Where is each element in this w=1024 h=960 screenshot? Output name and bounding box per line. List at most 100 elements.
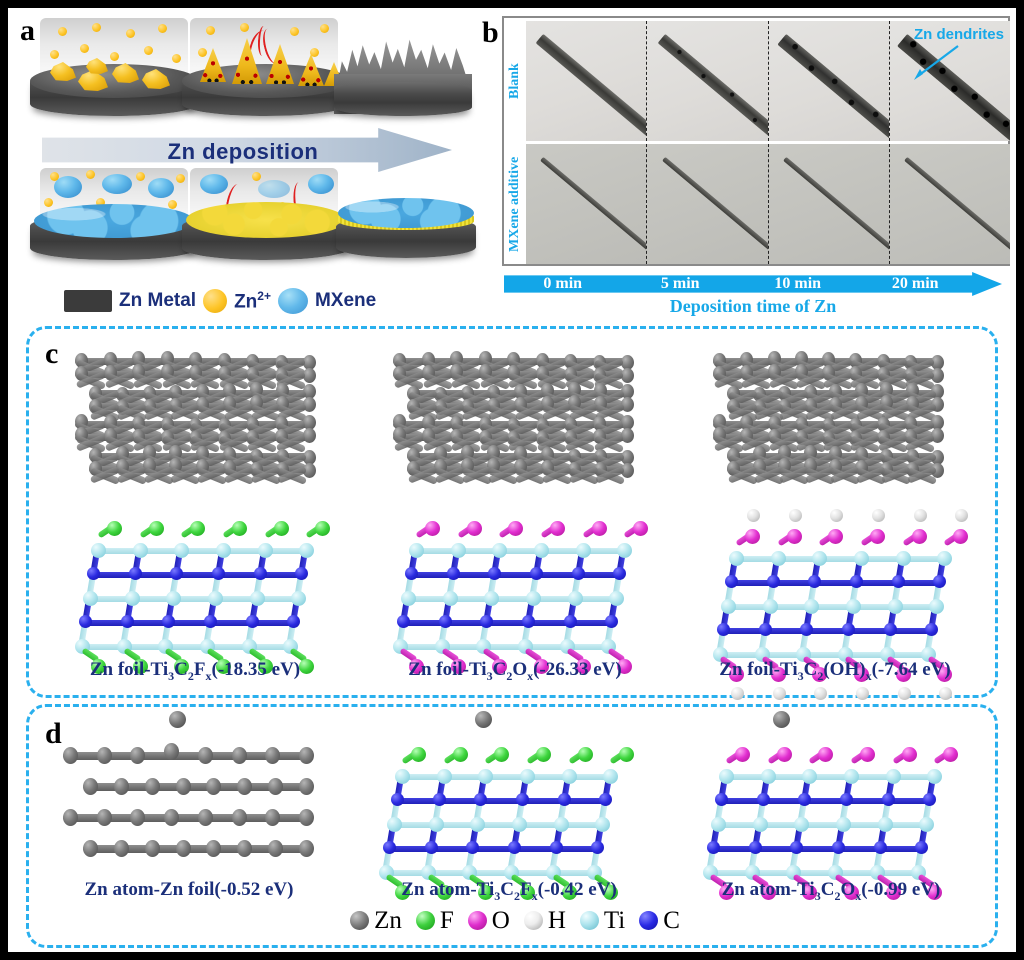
lattice-bond bbox=[442, 774, 488, 780]
termination-atom-o bbox=[719, 885, 734, 900]
zn-foil-slab bbox=[385, 347, 653, 507]
atom-legend-label: O bbox=[491, 906, 510, 934]
lattice-atom-c bbox=[832, 841, 845, 854]
termination-atom-o bbox=[802, 885, 818, 900]
o-ball-icon bbox=[467, 910, 487, 930]
lattice-atom-c bbox=[530, 567, 543, 580]
zn-atom bbox=[237, 840, 253, 857]
panel-d: d Zn atom-Zn foil(-0.52 eV) Zn atom-Ti3C… bbox=[26, 704, 998, 948]
lattice-atom-ti bbox=[729, 551, 744, 566]
lattice-atom-ti bbox=[762, 599, 778, 614]
panel-d-caption-1: Zn atom-Zn foil(-0.52 eV) bbox=[84, 879, 294, 900]
lattice-bond bbox=[210, 620, 255, 626]
lattice-bond bbox=[247, 644, 293, 650]
lattice-atom-c bbox=[613, 567, 627, 580]
termination-atom-oh bbox=[786, 529, 802, 544]
lattice-atom-ti bbox=[770, 551, 786, 566]
lattice-atom-c bbox=[424, 841, 438, 854]
mxene-lattice-f bbox=[59, 515, 349, 674]
lattice-atom-ti bbox=[436, 769, 452, 784]
lattice-bond bbox=[484, 774, 529, 780]
lattice-bond bbox=[802, 652, 847, 658]
termination-atom-o bbox=[633, 521, 649, 536]
lattice-atom-ti bbox=[719, 769, 734, 784]
termination-atom-o bbox=[534, 659, 549, 674]
lattice-atom-ti bbox=[846, 599, 861, 614]
lattice-atom-c bbox=[212, 567, 225, 580]
lattice-atom-ti bbox=[752, 817, 768, 832]
atom-legend-item-ti: Ti bbox=[579, 908, 625, 933]
lattice-bond bbox=[846, 798, 891, 804]
lattice-bond bbox=[438, 798, 484, 804]
lattice-atom-ti bbox=[760, 769, 776, 784]
lattice-bond bbox=[389, 846, 434, 852]
zn-atom bbox=[175, 840, 191, 857]
panel-d-letter: d bbox=[45, 717, 62, 750]
mxene-film bbox=[338, 198, 474, 228]
lattice-atom-c bbox=[295, 567, 309, 580]
lattice-atom-c bbox=[717, 623, 730, 636]
termination-atom-f bbox=[132, 659, 148, 674]
lattice-atom-ti bbox=[812, 551, 828, 566]
lattice-atom-c bbox=[253, 567, 267, 580]
lattice-atom-c bbox=[748, 841, 762, 854]
lattice-atom-ti bbox=[291, 591, 307, 606]
lattice-atom-c bbox=[488, 567, 502, 580]
lattice-atom-ti bbox=[442, 591, 458, 606]
panel-c-caption-2: Zn foil-Ti3C2Ox(-26.33 eV) bbox=[408, 659, 622, 683]
lattice-atom-ti bbox=[567, 591, 583, 606]
lattice-atom-c bbox=[842, 623, 855, 636]
lattice-atom-ti bbox=[132, 543, 148, 558]
lattice-atom-ti bbox=[877, 817, 893, 832]
lattice-bond bbox=[725, 774, 770, 780]
mxene-film bbox=[34, 204, 194, 238]
hydrogen-atom bbox=[747, 509, 760, 522]
mxene-lattice-f bbox=[363, 741, 653, 900]
termination-atom-oh bbox=[745, 529, 760, 544]
zn-atom bbox=[265, 809, 281, 826]
lattice-bond bbox=[719, 652, 764, 658]
zn-dendrites-annotation: Zn dendrites bbox=[913, 26, 1004, 43]
legend-swatch-mxene bbox=[277, 288, 308, 314]
panel-a: a bbox=[8, 8, 478, 320]
lattice-atom-c bbox=[808, 575, 822, 588]
microscopy-row-mxene bbox=[526, 144, 1010, 264]
lattice-bond bbox=[522, 798, 567, 804]
zn-foil-slab bbox=[705, 347, 963, 507]
microscopy-cell bbox=[889, 144, 1010, 264]
hydrogen-atom bbox=[788, 509, 802, 522]
mxene-lattice-o bbox=[377, 515, 667, 674]
zn-bond bbox=[83, 845, 313, 853]
termination-atom-oh bbox=[812, 667, 828, 682]
lattice-atom-ti bbox=[609, 591, 625, 606]
panel-c-letter: c bbox=[45, 337, 59, 370]
termination-atom-f bbox=[536, 747, 551, 762]
zn-atom bbox=[621, 414, 634, 430]
lattice-atom-c bbox=[891, 575, 905, 588]
zn-atom bbox=[268, 778, 284, 795]
termination-atom-f bbox=[257, 659, 273, 674]
legend-label-zn-metal: Zn Metal bbox=[119, 290, 197, 311]
zn-atom bbox=[621, 367, 634, 383]
zn-bond bbox=[83, 783, 313, 791]
microscopy-cell bbox=[526, 144, 648, 264]
lattice-bond bbox=[559, 822, 605, 828]
atom-legend-item-o: O bbox=[467, 906, 510, 934]
lattice-bond bbox=[472, 846, 517, 852]
atom-legend-item-c: C bbox=[639, 908, 680, 933]
lattice-atom-c bbox=[438, 615, 452, 628]
termination-atom-f bbox=[216, 659, 231, 674]
zn-atom bbox=[303, 414, 316, 430]
lattice-bond bbox=[577, 572, 623, 578]
lattice-bond bbox=[206, 644, 251, 650]
termination-atom-o bbox=[943, 747, 959, 762]
lattice-bond bbox=[263, 548, 309, 554]
lattice-bond bbox=[810, 604, 855, 610]
panel-c-caption-1: Zn foil-Ti3C2Fx(-18.35 eV) bbox=[89, 659, 301, 683]
lattice-bond bbox=[411, 572, 456, 578]
lattice-atom-c bbox=[707, 841, 720, 854]
lattice-bond bbox=[251, 620, 297, 626]
legend-label-mxene: MXene bbox=[314, 290, 377, 311]
atom-legend-label: Zn bbox=[374, 906, 402, 934]
microscopy-cell bbox=[647, 144, 769, 264]
